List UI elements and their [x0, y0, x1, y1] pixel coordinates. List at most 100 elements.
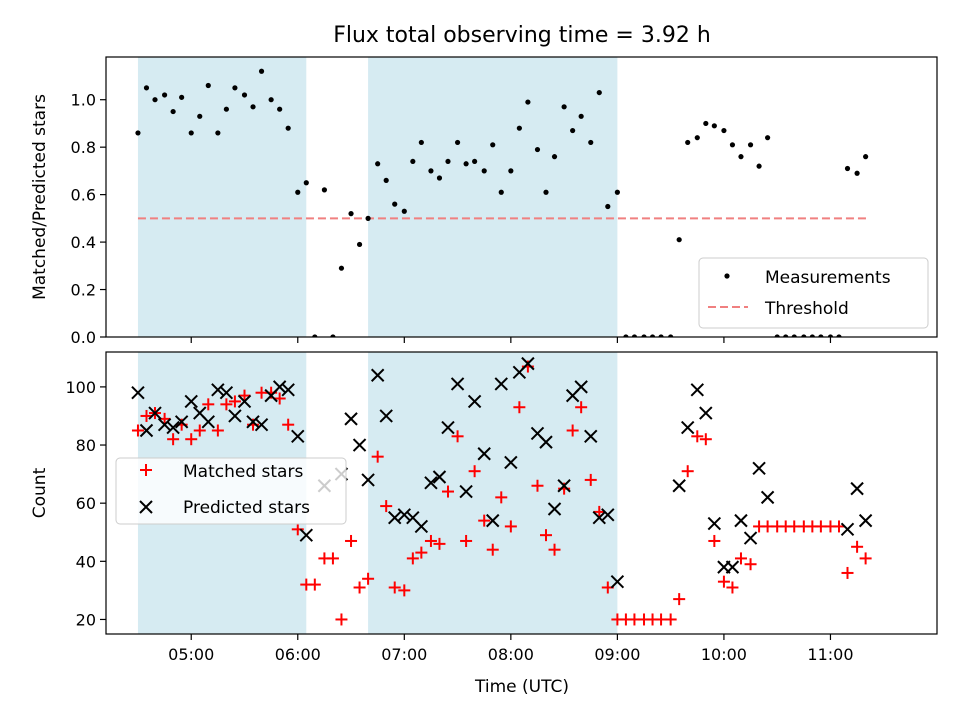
matched-stars-point: [673, 593, 686, 606]
matched-stars-point: [664, 613, 677, 626]
x-b: [467, 394, 482, 409]
x-b: [680, 420, 695, 435]
y-tick-label: 40: [76, 552, 96, 571]
x-b: [725, 560, 740, 574]
measurements-point: [135, 130, 141, 136]
measurements-point: [188, 130, 194, 136]
x-b: [166, 420, 180, 435]
matched-stars-point: [851, 540, 864, 553]
x-b: [201, 415, 215, 429]
x-b: [281, 383, 295, 397]
predicted-stars-point: [699, 406, 713, 420]
predicted-stars-point: [690, 383, 704, 397]
legend-matched-marker: [140, 464, 152, 476]
x-b: [734, 513, 748, 528]
measurements-point: [827, 334, 834, 337]
matched-stars-point: [211, 424, 224, 437]
measurements-point: [205, 82, 211, 89]
x-b: [690, 383, 704, 397]
x-b: [752, 461, 766, 475]
measurements-point: [614, 189, 620, 195]
predicted-stars-point: [539, 435, 553, 449]
shaded-interval-2: [368, 57, 618, 337]
measurements-point: [401, 208, 407, 214]
legend-matched-label: Matched stars: [183, 462, 303, 482]
predicted-stars-point: [131, 385, 145, 400]
matched-stars-point: [548, 543, 561, 556]
measurements-point: [383, 177, 389, 183]
y-tick-label: 20: [76, 610, 96, 629]
matched-stars-point: [540, 529, 553, 542]
matched-stars-point: [308, 578, 321, 591]
panel-content: [135, 68, 869, 337]
y-tick-label: 0.8: [71, 138, 96, 157]
x-b: [379, 409, 393, 423]
panel-content: [131, 356, 873, 626]
x-axis-label: Time (UTC): [474, 677, 569, 697]
matched-stars-point: [478, 514, 491, 527]
x-b: [521, 356, 535, 371]
matched-stars-point: [433, 537, 446, 550]
predicted-stars-point: [734, 513, 748, 528]
predicted-stars-point: [858, 513, 873, 528]
x-b: [424, 476, 438, 490]
matched-stars-point: [691, 430, 704, 443]
predicted-stars-point: [467, 394, 482, 409]
x-b: [414, 519, 429, 534]
predicted-stars-point: [166, 420, 180, 435]
x-b: [743, 531, 758, 545]
measurements-point: [703, 120, 709, 127]
x-b: [237, 394, 252, 409]
measurements-point: [570, 127, 576, 134]
matched-stars-point: [415, 546, 428, 559]
predicted-stars-point: [361, 473, 375, 487]
predicted-stars-point: [441, 420, 455, 435]
matched-stars-point: [353, 581, 366, 594]
matched-stars-point: [238, 389, 251, 402]
matched-stars-point: [486, 543, 499, 556]
x-b: [850, 481, 864, 496]
x-b: [494, 377, 508, 391]
predicted-stars-point: [414, 519, 429, 534]
predicted-stars-point: [148, 406, 162, 420]
measurements-point: [694, 135, 700, 141]
matched-stars-point: [841, 566, 854, 579]
x-b: [131, 385, 145, 400]
measurements-point: [170, 108, 176, 115]
legend-predicted-label: Predicted stars: [183, 498, 310, 518]
predicted-stars-point: [174, 415, 189, 429]
measurements-point: [596, 89, 602, 96]
bottom-legend: Matched stars Predicted stars: [115, 457, 347, 525]
predicted-stars-point: [424, 476, 438, 490]
x-tick-label: 08:00: [488, 645, 534, 664]
x-b: [397, 508, 412, 522]
x-tick-label: 11:00: [807, 645, 853, 664]
matched-stars-point: [167, 433, 180, 446]
predicted-stars-point: [219, 385, 234, 400]
measurements-point: [498, 189, 504, 195]
x-b: [228, 409, 242, 423]
matched-stars-point: [495, 491, 508, 504]
predicted-stars-point: [601, 508, 615, 522]
predicted-stars-point: [521, 356, 535, 371]
matched-stars-point: [708, 534, 721, 547]
measurements-point: [268, 97, 274, 103]
measurements-point: [152, 97, 158, 103]
predicted-stars-point: [610, 574, 625, 589]
measurements-point: [756, 163, 762, 169]
x-b: [432, 470, 447, 484]
x-b: [459, 484, 473, 499]
legend-measurements-label: Measurements: [765, 268, 891, 288]
matched-stars-point: [699, 433, 712, 446]
measurements-point: [161, 92, 168, 98]
predicted-stars-point: [557, 479, 571, 493]
predicted-stars-point: [228, 409, 242, 423]
predicted-stars-point: [459, 484, 473, 499]
x-b: [486, 513, 500, 528]
x-b: [557, 479, 571, 493]
x-b: [547, 502, 562, 516]
predicted-stars-point: [397, 508, 412, 522]
x-b: [272, 380, 287, 394]
matched-stars-point: [513, 401, 526, 414]
x-tick-label: 06:00: [275, 645, 321, 664]
